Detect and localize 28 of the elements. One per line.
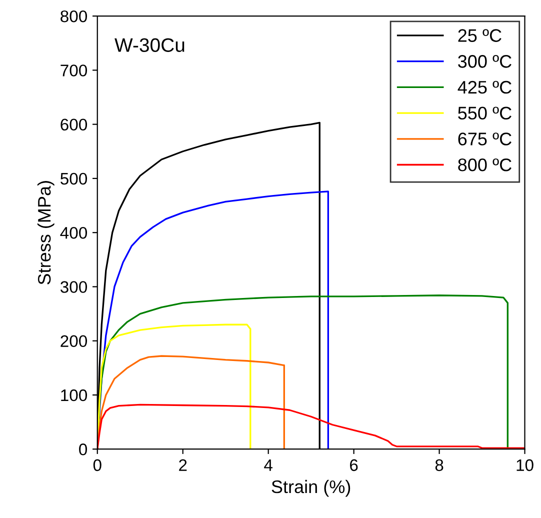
- legend-label: 425 ºC: [458, 80, 512, 94]
- x-tick-label: 8: [435, 459, 444, 472]
- legend-label: 800 ºC: [458, 158, 512, 172]
- line-series: [97, 190, 330, 450]
- y-tick-label: 400: [60, 226, 88, 239]
- legend-label: 675 ºC: [458, 132, 512, 146]
- legend-label: 550 ºC: [458, 106, 512, 120]
- x-tick-label: 0: [93, 459, 102, 472]
- x-tick-label: 2: [179, 459, 187, 471]
- y-tick-label: 700: [60, 64, 88, 76]
- x-axis-title: Strain (%): [272, 480, 350, 497]
- y-tick-label: 500: [60, 172, 88, 185]
- line-series: [97, 355, 285, 450]
- y-tick-label: 300: [60, 281, 88, 293]
- y-axis-title: Stress (MPa): [37, 181, 54, 284]
- legend-label: 25 ºC: [458, 29, 502, 42]
- line-series: [97, 324, 252, 450]
- legend-label: 300 ºC: [458, 55, 512, 68]
- line-series: [97, 294, 509, 450]
- y-tick-label: 0: [79, 444, 88, 456]
- x-tick-label: 4: [264, 459, 272, 471]
- annotation: W-30Cu: [114, 38, 184, 52]
- y-tick-label: 800: [60, 10, 88, 22]
- x-tick-label: 10: [516, 459, 534, 472]
- y-tick-label: 200: [60, 335, 88, 348]
- y-tick-label: 600: [60, 118, 88, 131]
- y-tick-label: 100: [61, 389, 88, 402]
- x-tick-label: 6: [350, 459, 358, 472]
